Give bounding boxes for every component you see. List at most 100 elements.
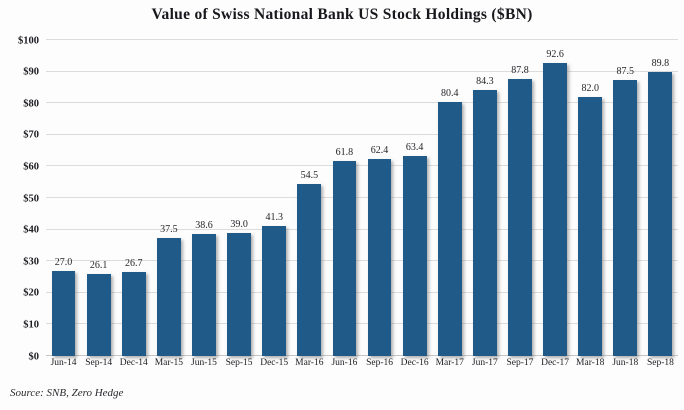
bar-slot: 82.0 [573,40,608,356]
bar [402,155,427,356]
bar-value-label: 62.4 [370,144,389,156]
x-axis-label: Sep-18 [646,358,674,368]
bar [121,271,146,356]
bar [332,160,357,356]
bar [86,273,111,356]
y-axis-label: $70 [23,129,39,141]
bar-value-label: 54.5 [300,169,319,181]
gridline [46,323,678,325]
gridline [46,355,678,356]
bar-value-label: 87.8 [511,64,529,76]
bar-slot: 87.8 [502,40,537,356]
y-axis-label: $10 [23,319,39,331]
bar-value-label: 41.3 [265,211,283,223]
x-axis-label: Jun-14 [50,358,77,368]
y-axis-label: $100 [18,35,39,46]
gridline [46,260,678,262]
y-axis-label: $20 [23,287,39,299]
bar [472,89,497,356]
x-axis-label: Dec-15 [260,358,289,368]
bar-slot: 80.4 [432,40,467,356]
bar-slot: 41.3 [257,40,292,356]
y-axis-label: $60 [23,161,39,173]
x-axis-label: Jun-15 [191,358,217,368]
gridline [46,70,678,72]
y-axis-label: $80 [23,98,39,110]
bar-slot: 38.6 [186,40,221,356]
bar-slot: 26.7 [116,40,151,356]
x-axis-label: Sep-15 [225,358,253,368]
bar-slot: 27.0 [46,40,81,356]
bar-value-label: 27.0 [54,256,73,268]
x-axis-label: Mar-18 [576,358,605,368]
bar-value-label: 37.5 [160,223,178,235]
y-axis-label: $40 [23,224,39,236]
x-axis-label: Mar-16 [295,358,324,368]
bar-slot: 92.6 [538,40,573,356]
bar-value-label: 87.5 [616,65,635,77]
bars-row: 27.0 26.1 26.7 37.5 38.6 39.0 41.3 54.5 61.8 62.4… [46,40,678,356]
bar-value-label: 63.4 [405,141,424,153]
gridline [46,39,678,40]
y-axis-label: $90 [23,66,39,78]
bar-value-label: 82.0 [581,82,599,94]
bar [437,101,462,356]
x-axis-label: Dec-16 [400,358,429,368]
bar [578,96,603,356]
bar [156,237,181,356]
x-axis-label: Sep-14 [85,358,113,368]
x-axis-row: Jun-14 Sep-14 Dec-14 Mar-15 Jun-15 Sep-15 Dec-… [46,358,678,374]
bar-slot: 87.5 [608,40,643,356]
bar-slot: 89.8 [643,40,678,356]
bar-slot: 61.8 [327,40,362,356]
x-axis-label: Mar-17 [435,358,464,368]
bar-value-label: 26.1 [89,259,108,271]
bar [367,158,392,356]
y-axis-label: $0 [28,351,40,362]
bar-value-label: 26.7 [125,257,143,269]
bar [227,232,252,356]
x-axis-label: Jun-18 [612,358,639,368]
bar [543,63,568,356]
bar [297,183,322,356]
y-axis-label: $50 [23,193,39,204]
gridline [46,102,678,104]
x-axis-label: Jun-16 [331,358,358,368]
bar-value-label: 92.6 [546,49,564,61]
bar-slot: 62.4 [362,40,397,356]
x-axis-label: Dec-14 [119,358,148,368]
bar-value-label: 80.4 [441,87,459,99]
bar-slot: 26.1 [81,40,116,356]
gridline [46,133,678,135]
bar [192,234,216,356]
gridline [46,228,678,230]
x-axis-label: Sep-17 [506,358,534,368]
bar-slot: 54.5 [292,40,327,356]
x-axis-label: Mar-15 [154,358,184,368]
bar-value-label: 89.8 [651,58,670,70]
bar [613,79,638,356]
gridline [46,291,678,293]
bar [262,225,287,356]
gridline [46,165,678,167]
bar [648,72,673,356]
bar-value-label: 84.3 [476,75,494,87]
y-axis-label: $30 [23,256,39,268]
chart-title: Value of Swiss National Bank US Stock Ho… [151,6,533,23]
bar-slot: 39.0 [222,40,257,356]
bar-slot: 37.5 [151,40,186,356]
bar-slot: 84.3 [467,40,502,356]
bar-value-label: 61.8 [335,146,354,158]
x-axis-label: Dec-17 [541,358,570,368]
bar-value-label: 39.0 [230,218,248,230]
bar-value-label: 38.6 [195,220,213,232]
bar [51,270,76,356]
x-axis-label: Jun-17 [471,358,498,368]
bar [508,78,532,356]
gridline [46,197,678,198]
source-note: Source: SNB, Zero Hedge [10,387,124,399]
bar-slot: 63.4 [397,40,432,356]
plot-area: $0 $10 $20 $30 $40 $50 $60 $70 $80 $90 $100 27.0 26… [18,35,678,362]
x-axis-label: Sep-16 [366,358,393,368]
